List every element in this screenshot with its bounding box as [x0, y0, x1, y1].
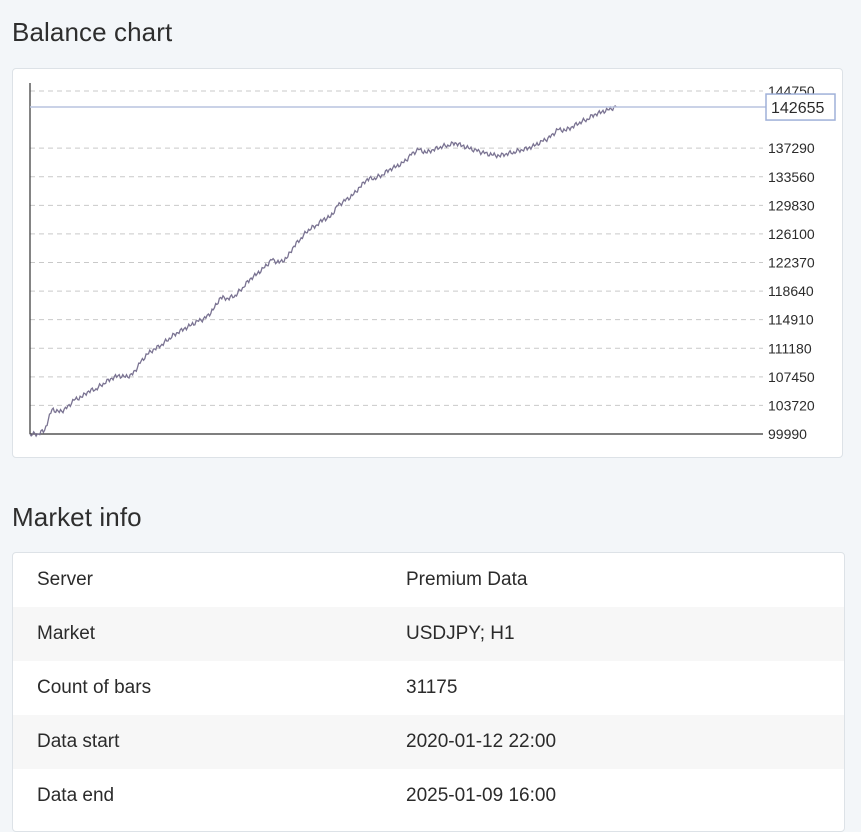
- y-tick-label: 99990: [768, 426, 807, 442]
- y-tick-label: 114910: [768, 312, 814, 328]
- info-value-market: USDJPY; H1: [406, 623, 515, 644]
- info-label-server: Server: [37, 569, 93, 590]
- y-tick-label: 137290: [768, 140, 815, 156]
- info-label-data-end: Data end: [37, 785, 115, 806]
- info-value-data-start: 2020-01-12 22:00: [406, 731, 557, 752]
- y-tick-label: 122370: [768, 255, 815, 271]
- balance-line: [29, 105, 617, 438]
- last-value-box: [765, 93, 836, 121]
- balance-chart: 1447501372901335601298301261001223701186…: [29, 83, 836, 442]
- y-tick-label: 129830: [768, 197, 815, 213]
- y-tick-label: 118640: [768, 283, 814, 299]
- info-row-count-of-bars: Count of bars 31175: [13, 661, 844, 715]
- info-row-data-end: Data end 2025-01-09 16:00: [13, 769, 844, 823]
- last-value-label: 142655: [771, 100, 824, 117]
- y-tick-label: 133560: [768, 169, 815, 185]
- info-label-count-of-bars: Count of bars: [37, 677, 152, 698]
- balance-chart-card: 144750 137290 133560 129830 126100 122370 1186…: [12, 68, 843, 458]
- info-row-data-start: Data start 2020-01-12 22:00: [13, 715, 844, 769]
- info-value-data-end: 2025-01-09 16:00: [406, 785, 557, 806]
- info-value-server: Premium Data: [406, 569, 528, 590]
- info-label-market: Market: [37, 623, 96, 644]
- y-tick-label: 103720: [768, 397, 815, 413]
- info-value-count-of-bars: 31175: [406, 677, 458, 698]
- info-row-server: Server Premium Data: [13, 553, 844, 607]
- market-info-table: Server Premium Data Market USDJPY; H1 Co…: [12, 552, 845, 832]
- info-label-data-start: Data start: [37, 731, 120, 752]
- market-info-title: Market info: [12, 502, 142, 532]
- y-tick-label: 111180: [768, 340, 812, 356]
- balance-chart-title: Balance chart: [12, 17, 173, 47]
- info-row-market: Market USDJPY; H1: [13, 607, 844, 661]
- y-tick-label: 126100: [768, 226, 815, 242]
- y-tick-label: 107450: [768, 369, 815, 385]
